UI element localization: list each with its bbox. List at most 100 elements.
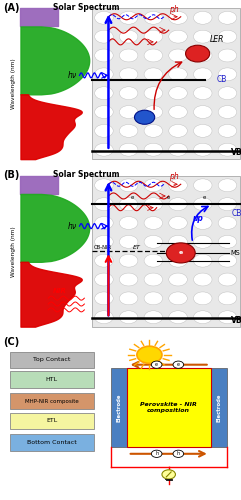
Text: e: e — [155, 362, 158, 367]
Circle shape — [194, 86, 212, 100]
Circle shape — [194, 236, 212, 248]
Text: e: e — [131, 195, 134, 200]
Text: Solar Spectrum: Solar Spectrum — [53, 2, 120, 12]
Text: Wavelength (nm): Wavelength (nm) — [11, 58, 16, 109]
Text: CB-NIR: CB-NIR — [94, 244, 112, 250]
Circle shape — [95, 86, 113, 100]
Circle shape — [95, 292, 113, 305]
Circle shape — [218, 273, 237, 286]
Circle shape — [95, 273, 113, 286]
Bar — [10, 352, 94, 368]
Text: Solar Spectrum: Solar Spectrum — [53, 170, 120, 179]
Circle shape — [144, 106, 163, 118]
Circle shape — [194, 254, 212, 267]
Circle shape — [119, 292, 138, 305]
Circle shape — [95, 179, 113, 192]
Circle shape — [144, 179, 163, 192]
Circle shape — [194, 198, 212, 210]
Circle shape — [119, 144, 138, 156]
Text: Perovskite - NIR
composition: Perovskite - NIR composition — [140, 402, 197, 413]
Circle shape — [119, 216, 138, 230]
Text: Top Contact: Top Contact — [33, 357, 71, 362]
Circle shape — [169, 49, 187, 62]
Text: CB: CB — [217, 74, 227, 84]
Circle shape — [218, 216, 237, 230]
Circle shape — [194, 124, 212, 138]
Circle shape — [169, 292, 187, 305]
Circle shape — [119, 86, 138, 100]
Circle shape — [95, 254, 113, 267]
Text: h: h — [155, 452, 158, 456]
Circle shape — [144, 124, 163, 138]
Text: (C): (C) — [4, 338, 20, 347]
Circle shape — [119, 273, 138, 286]
Text: e: e — [179, 250, 183, 256]
Circle shape — [119, 236, 138, 248]
Circle shape — [95, 68, 113, 81]
Circle shape — [186, 45, 210, 62]
Circle shape — [134, 110, 155, 124]
Text: e: e — [177, 362, 180, 367]
Text: (A): (A) — [4, 2, 20, 12]
Circle shape — [144, 30, 163, 43]
Circle shape — [169, 179, 187, 192]
Circle shape — [169, 216, 187, 230]
Bar — [92, 176, 240, 326]
Text: VB: VB — [231, 148, 241, 158]
Bar — [127, 368, 211, 447]
Text: (B): (B) — [4, 170, 20, 180]
Circle shape — [218, 106, 237, 118]
Bar — [92, 8, 240, 159]
Circle shape — [144, 12, 163, 24]
Circle shape — [144, 236, 163, 248]
Circle shape — [144, 254, 163, 267]
Circle shape — [194, 273, 212, 286]
Circle shape — [218, 254, 237, 267]
Circle shape — [218, 311, 237, 324]
Circle shape — [119, 179, 138, 192]
Circle shape — [119, 124, 138, 138]
Circle shape — [137, 346, 162, 364]
Text: HTL: HTL — [46, 377, 58, 382]
Circle shape — [218, 124, 237, 138]
Circle shape — [218, 292, 237, 305]
Circle shape — [169, 198, 187, 210]
Circle shape — [119, 311, 138, 324]
Circle shape — [194, 216, 212, 230]
Circle shape — [95, 144, 113, 156]
Text: VB: VB — [231, 316, 241, 325]
Circle shape — [166, 243, 195, 263]
Circle shape — [95, 30, 113, 43]
Circle shape — [144, 198, 163, 210]
Text: MHP-NIR composite: MHP-NIR composite — [25, 398, 79, 404]
Circle shape — [218, 68, 237, 81]
Circle shape — [218, 86, 237, 100]
Circle shape — [218, 198, 237, 210]
Text: ETL: ETL — [46, 418, 57, 424]
Circle shape — [194, 179, 212, 192]
Circle shape — [95, 12, 113, 24]
Circle shape — [119, 106, 138, 118]
Circle shape — [194, 106, 212, 118]
Circle shape — [144, 68, 163, 81]
Text: h: h — [177, 452, 180, 456]
Circle shape — [95, 124, 113, 138]
Text: hν: hν — [68, 71, 77, 80]
Circle shape — [95, 198, 113, 210]
Circle shape — [119, 68, 138, 81]
Circle shape — [194, 292, 212, 305]
Circle shape — [119, 12, 138, 24]
Circle shape — [169, 124, 187, 138]
Circle shape — [194, 144, 212, 156]
Circle shape — [144, 216, 163, 230]
Circle shape — [218, 49, 237, 62]
Circle shape — [95, 106, 113, 118]
Circle shape — [173, 361, 184, 368]
Circle shape — [169, 12, 187, 24]
Text: up: up — [193, 214, 204, 223]
Circle shape — [169, 106, 187, 118]
Text: NIR: NIR — [53, 288, 67, 294]
Text: Bottom Contact: Bottom Contact — [27, 440, 77, 445]
Circle shape — [144, 144, 163, 156]
Text: CB: CB — [231, 210, 241, 218]
